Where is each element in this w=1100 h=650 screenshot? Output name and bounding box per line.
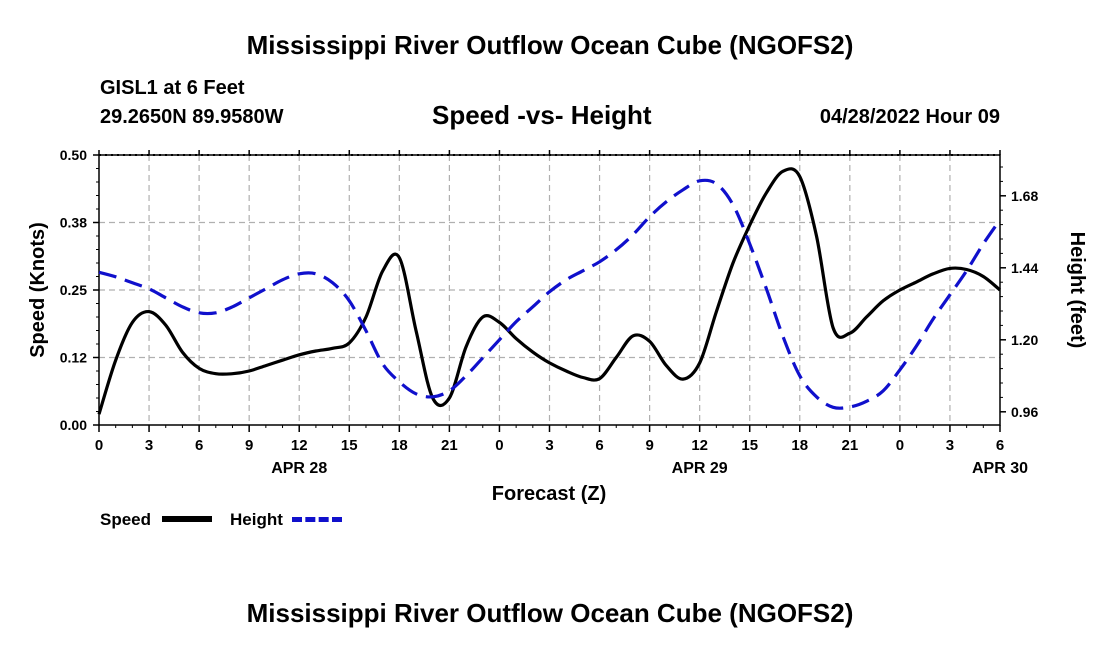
chart-datetime: 04/28/2022 Hour 09 (819, 106, 1000, 128)
x-date-label: APR 30 (972, 460, 1028, 477)
left-tick-label: 0.50 (60, 147, 87, 163)
axis-labels: 0 3 6 9 12 15 18 21 0 3 6 9 12 15 18 21 0 3 6 APR 28 APR 29 A… (60, 147, 1039, 477)
left-tick-label: 0.38 (60, 215, 87, 231)
legend-speed-label: Speed (100, 510, 152, 529)
x-tick-label: 12 (691, 437, 708, 454)
x-tick-label: 9 (245, 437, 253, 454)
footer-title: Mississippi River Outflow Ocean Cube (NG… (246, 598, 854, 628)
x-tick-label: 12 (291, 437, 308, 454)
x-date-label: APR 28 (271, 460, 327, 477)
left-tick-label: 0.00 (60, 417, 87, 433)
x-tick-label: 6 (996, 437, 1004, 454)
legend-speed-swatch (162, 516, 212, 522)
x-axis-title: Forecast (Z) (492, 483, 606, 505)
x-tick-label: 6 (195, 437, 203, 454)
series-height-line (98, 178, 1002, 410)
left-axis-title: Speed (Knots) (27, 222, 49, 358)
right-axis-title: Height (feet) (1066, 232, 1088, 349)
x-tick-label: 0 (495, 437, 503, 454)
x-tick-label: 6 (595, 437, 603, 454)
right-tick-label: 1.20 (1011, 332, 1038, 348)
legend-height-swatch (292, 517, 342, 522)
right-tick-label: 0.96 (1011, 404, 1038, 420)
chart-subtitle: Speed -vs- Height (432, 100, 652, 130)
right-tick-label: 1.44 (1011, 260, 1038, 276)
x-tick-label: 9 (645, 437, 653, 454)
x-tick-label: 21 (441, 437, 458, 454)
legend-height-label: Height (230, 510, 283, 529)
axis-ticks (93, 150, 1006, 432)
left-tick-label: 0.12 (60, 350, 87, 366)
x-tick-label: 0 (896, 437, 904, 454)
left-tick-label: 0.25 (60, 282, 87, 298)
x-tick-label: 18 (791, 437, 808, 454)
station-name: GISL1 at 6 Feet (100, 77, 245, 99)
x-date-label: APR 29 (672, 460, 728, 477)
x-tick-label: 15 (341, 437, 358, 454)
main-title: Mississippi River Outflow Ocean Cube (NG… (246, 30, 854, 60)
series-layer (97, 167, 1002, 415)
x-tick-label: 0 (95, 437, 103, 454)
x-tick-label: 3 (145, 437, 153, 454)
x-tick-label: 3 (545, 437, 553, 454)
x-tick-label: 15 (741, 437, 758, 454)
x-tick-label: 3 (946, 437, 954, 454)
x-tick-label: 18 (391, 437, 408, 454)
station-coordinates: 29.2650N 89.9580W (100, 106, 284, 128)
series-speed-line (97, 167, 1002, 415)
grid-lines (99, 155, 1000, 425)
x-tick-label: 21 (841, 437, 858, 454)
right-tick-label: 1.68 (1011, 188, 1038, 204)
